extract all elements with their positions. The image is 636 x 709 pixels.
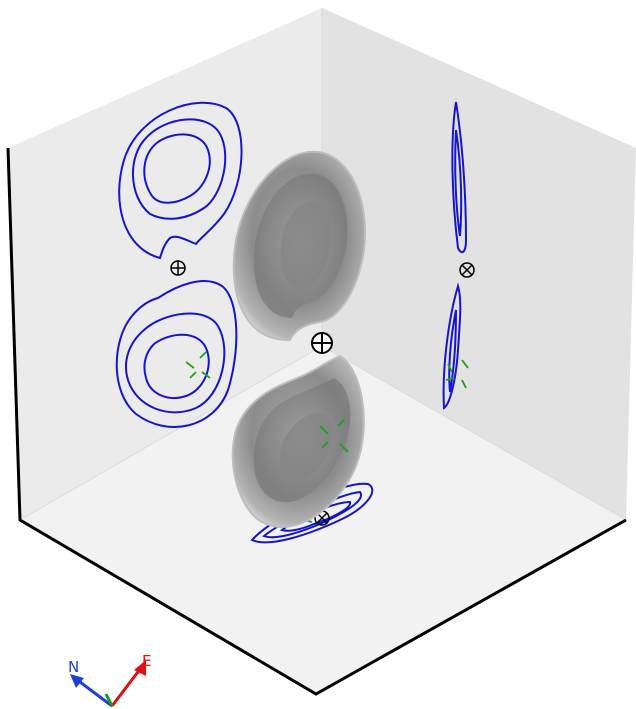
left-wall-contours: [115, 101, 243, 428]
inner-floor-edge-left: [19, 345, 323, 521]
left-wall-center-marker: [170, 260, 186, 276]
box-edge-front: [6, 147, 627, 696]
left-wall: [8, 8, 322, 520]
right-wall-contours: [442, 101, 468, 410]
contour-upper-mid: [132, 118, 227, 220]
contour-lower-outer: [115, 280, 238, 428]
east-label: E: [142, 652, 151, 670]
contour-right-lower-inner: [448, 309, 457, 393]
right-wall-center-marker: [459, 262, 475, 278]
center-marker-icon: [311, 332, 333, 354]
contour-right-upper-outer: [451, 101, 468, 254]
north-label: N: [68, 658, 79, 676]
contour-lower-inner: [143, 333, 210, 399]
lobe-fiducial-icon: [319, 419, 349, 453]
contour-upper-outer: [118, 101, 243, 260]
contour-right-lower-outer: [442, 282, 462, 410]
contour-right-upper-inner: [454, 129, 463, 237]
contour-upper-inner: [143, 133, 211, 204]
lower-gray-lobe: [231, 354, 365, 528]
orientation-indicator: N E: [68, 652, 151, 708]
upper-gray-lobe: [232, 150, 366, 342]
inner-floor-edge-right: [321, 345, 627, 521]
right-wall: [322, 8, 636, 520]
left-wall-fiducial-icon: [185, 351, 211, 379]
third-axis-icon: [104, 693, 114, 707]
contour-lower-mid: [125, 312, 226, 414]
right-wall-fiducial-icon: [445, 359, 469, 389]
